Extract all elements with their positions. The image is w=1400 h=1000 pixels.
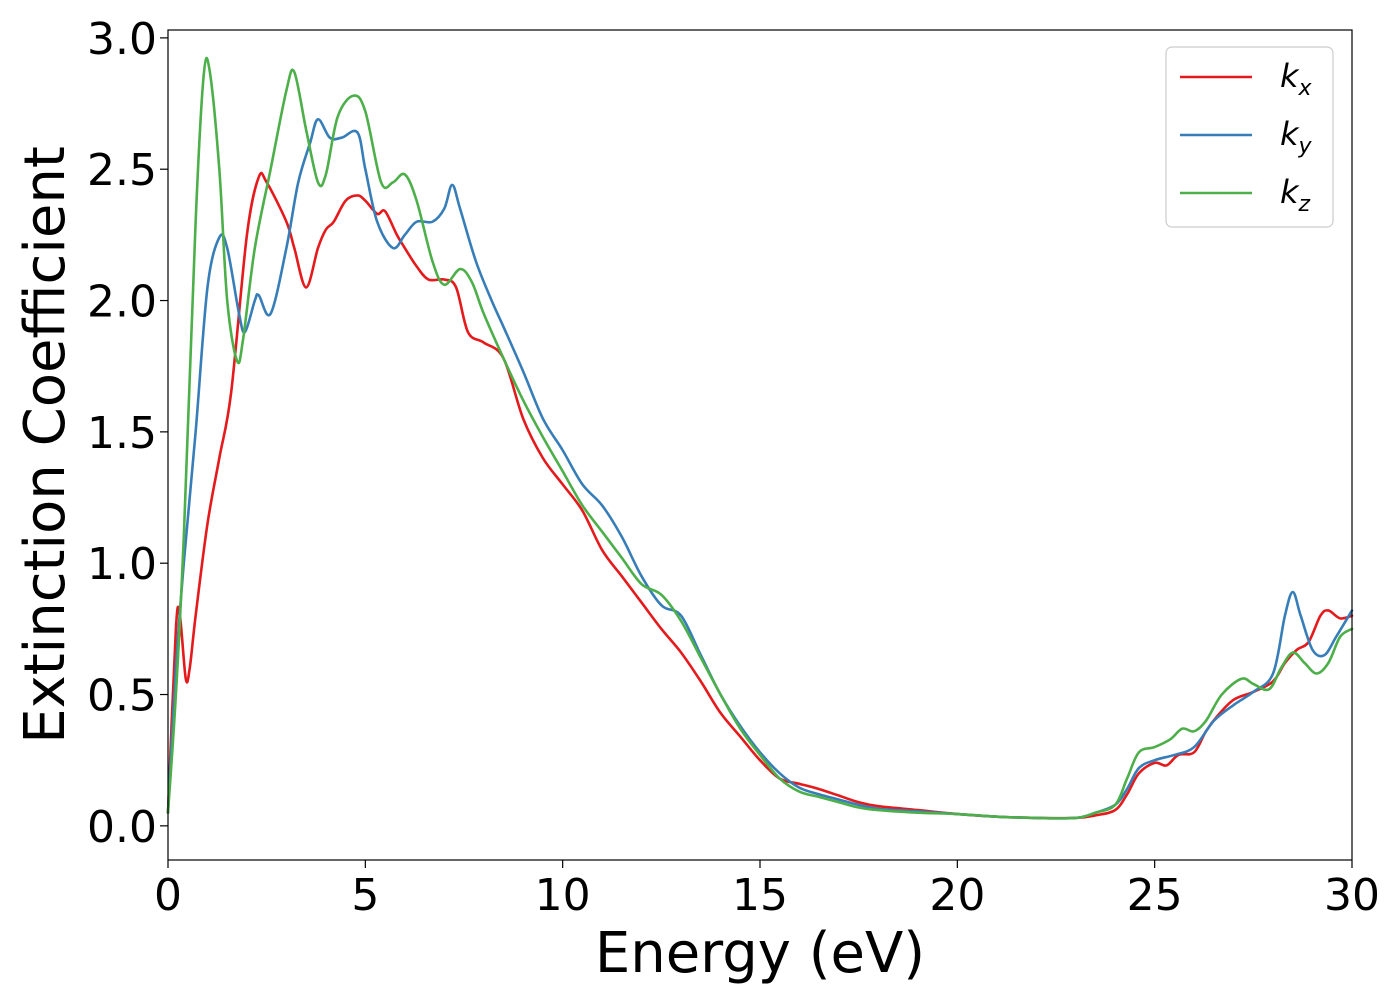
y-tick-label: 2.5 bbox=[87, 145, 157, 196]
legend-box bbox=[1165, 46, 1334, 228]
x-tick-label: 0 bbox=[154, 870, 182, 921]
series-line-ky bbox=[166, 118, 1354, 820]
legend-label-kx: kx bbox=[1280, 57, 1313, 101]
legend-label-base: k bbox=[1280, 57, 1300, 95]
x-tick-label: 25 bbox=[1127, 870, 1183, 921]
y-tick-label: 3.0 bbox=[87, 14, 157, 65]
y-tick-label: 2.0 bbox=[87, 277, 157, 328]
legend-label-base: k bbox=[1280, 115, 1300, 153]
y-tick-label: 1.5 bbox=[87, 408, 157, 459]
x-tick-label: 15 bbox=[732, 870, 788, 921]
x-tick-label: 20 bbox=[929, 870, 985, 921]
legend-label-base: k bbox=[1280, 173, 1300, 211]
series-line-kz bbox=[166, 56, 1354, 820]
x-tick-label: 10 bbox=[535, 870, 591, 921]
y-tick-label: 1.0 bbox=[87, 539, 157, 590]
legend-label-subscript: y bbox=[1298, 134, 1313, 159]
legend-label-subscript: z bbox=[1298, 192, 1311, 217]
y-tick-label: 0.5 bbox=[87, 671, 157, 722]
y-axis: 0.0 0.5 1.0 1.5 2.0 2.5 3.0 bbox=[87, 14, 168, 853]
y-axis-label: Extinction Coefficient bbox=[13, 146, 78, 744]
legend-label-kz: kz bbox=[1280, 173, 1311, 217]
x-axis-label: Energy (eV) bbox=[595, 921, 925, 986]
y-tick-label: 0.0 bbox=[87, 802, 157, 853]
x-axis: 0 5 10 15 20 25 30 bbox=[154, 860, 1380, 921]
legend-label-ky: ky bbox=[1280, 115, 1313, 159]
x-tick-label: 5 bbox=[351, 870, 379, 921]
series-layer bbox=[166, 56, 1354, 820]
x-tick-label: 30 bbox=[1324, 870, 1380, 921]
legend-label-subscript: x bbox=[1298, 76, 1313, 101]
